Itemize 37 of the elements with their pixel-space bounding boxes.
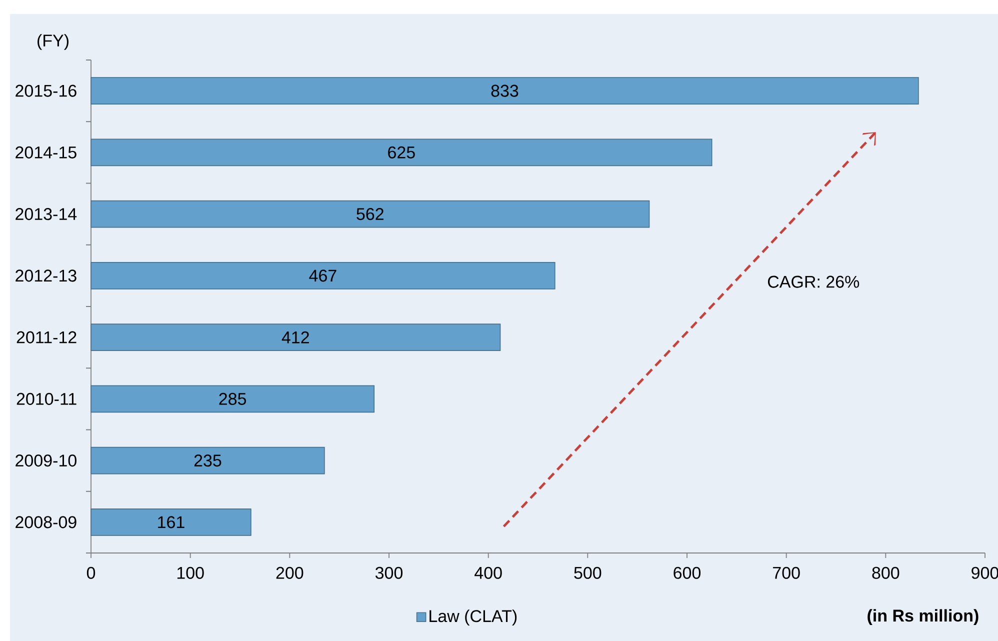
y-tick-label: 2015-16 bbox=[16, 84, 76, 97]
y-axis-title: (FY) bbox=[38, 34, 68, 50]
legend-label: Law (CLAT) bbox=[430, 610, 517, 626]
annotation: CAGR: 26% bbox=[768, 276, 860, 288]
x-tick-label: 100 bbox=[177, 566, 204, 579]
x-tick-label: 800 bbox=[872, 566, 900, 579]
bar bbox=[90, 138, 712, 166]
x-axis-title: (in Rs million) bbox=[868, 609, 978, 626]
bar bbox=[90, 200, 650, 228]
bar bbox=[90, 446, 325, 474]
bar bbox=[90, 508, 252, 536]
x-tick-label: 300 bbox=[375, 566, 403, 579]
data-label: 285 bbox=[219, 392, 246, 405]
data-label: 412 bbox=[282, 331, 309, 344]
data-label: 833 bbox=[491, 84, 518, 97]
y-tick-label: 2014-15 bbox=[16, 146, 76, 158]
y-tick-label: 2009-10 bbox=[16, 454, 76, 467]
data-label: 161 bbox=[158, 516, 184, 528]
data-label: 467 bbox=[309, 270, 336, 282]
x-tick-label: 600 bbox=[674, 566, 701, 579]
bar bbox=[90, 77, 919, 104]
x-tick-label: 200 bbox=[276, 566, 304, 579]
y-tick-label: 2013-14 bbox=[16, 208, 77, 220]
x-tick-label: 0 bbox=[86, 566, 96, 579]
bar bbox=[90, 324, 501, 351]
y-tick-label: 2010-11 bbox=[16, 392, 76, 405]
x-tick-label: 400 bbox=[474, 566, 502, 579]
data-label: 235 bbox=[194, 454, 222, 467]
data-label: 562 bbox=[356, 208, 384, 220]
data-label: 625 bbox=[388, 146, 415, 158]
y-tick-label: 2012-13 bbox=[16, 270, 76, 282]
y-tick-label: 2011-12 bbox=[16, 331, 76, 344]
x-tick-label: 500 bbox=[574, 566, 602, 579]
y-tick-label: 2008-09 bbox=[16, 516, 76, 528]
x-tick-label: 700 bbox=[773, 566, 800, 579]
bar bbox=[90, 262, 556, 290]
bar bbox=[90, 385, 375, 413]
